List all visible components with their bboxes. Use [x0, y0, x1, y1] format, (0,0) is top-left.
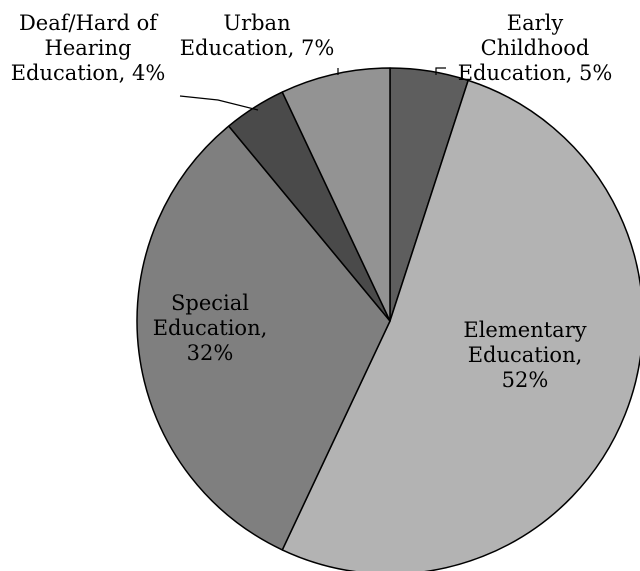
- slice-label-line: Education, 4%: [11, 61, 166, 85]
- leader-line-deaf-hoh: [180, 96, 258, 110]
- slice-label-line: 52%: [502, 368, 549, 392]
- slice-label-early-childhood: Early Childhood Education, 5%: [458, 11, 613, 85]
- slice-label-line: Elementary: [463, 318, 586, 342]
- slice-label-line: Education, 5%: [458, 61, 613, 85]
- slice-label-deaf-hoh: Deaf/Hard of Hearing Education, 4%: [11, 11, 166, 85]
- slice-label-line: Urban: [223, 11, 290, 35]
- slice-label-line: Hearing: [45, 36, 132, 60]
- slice-label-line: Education,: [153, 316, 268, 340]
- slice-label-line: Education,: [468, 343, 583, 367]
- slice-label-line: Childhood: [481, 36, 590, 60]
- slice-label-urban: Urban Education, 7%: [180, 11, 335, 60]
- slice-label-line: 32%: [187, 341, 234, 365]
- slice-label-line: Special: [171, 291, 249, 315]
- slice-label-line: Early: [507, 11, 564, 35]
- slice-label-line: Education, 7%: [180, 36, 335, 60]
- slice-label-line: Deaf/Hard of: [19, 11, 159, 35]
